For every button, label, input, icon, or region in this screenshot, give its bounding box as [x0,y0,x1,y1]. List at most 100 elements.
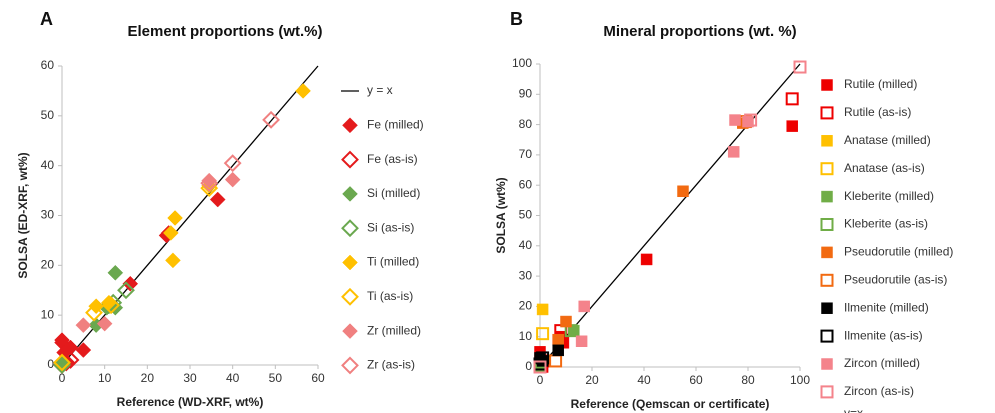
legend-label: Rutile (milled) [844,77,917,91]
y-tick-label: 60 [41,58,55,72]
y-axis-label: SOLSA (wt%) [494,177,508,253]
legend-label: Rutile (as-is) [844,105,911,119]
y-tick-label: 20 [41,258,55,272]
x-tick-label: 80 [741,373,755,387]
legend-label: Ti (milled) [367,255,419,269]
legend-marker [342,117,358,134]
legend-marker [821,358,833,370]
point [793,60,807,74]
legend-marker [820,273,834,287]
legend-marker [820,329,834,343]
x-tick-label: 50 [269,371,283,385]
legend-label: Zr (milled) [367,323,421,337]
point [640,253,653,266]
point [560,315,572,328]
point [75,342,92,358]
legend-marker [342,254,358,271]
legend-marker [820,385,834,399]
point [117,281,135,300]
x-axis-label: Reference (WD-XRF, wt%) [117,395,264,409]
point [107,264,124,281]
legend-label: Pseudorutile (as-is) [844,272,947,286]
legend-label: Kleberite (as-is) [844,217,928,231]
point [223,154,242,173]
legend-marker [821,302,833,314]
legend-marker [342,186,358,202]
legend-label: y=x [844,406,863,413]
legend-label: Anatase (as-is) [844,161,925,175]
legend-marker [341,219,359,238]
point [96,315,113,332]
legend-label: Zircon (as-is) [844,384,914,398]
y-tick-label: 100 [512,56,532,70]
legend-marker [341,287,359,306]
legend-marker [342,323,358,339]
x-tick-label: 40 [637,373,651,387]
point [201,172,218,189]
x-tick-label: 10 [98,371,112,385]
chart-title: Element proportions (wt.%) [128,23,323,40]
point [536,303,549,316]
legend-marker [821,190,833,203]
point [786,120,798,132]
legend-label: Zr (as-is) [367,358,415,372]
x-axis-label: Reference (Qemscan or certificate) [571,397,770,411]
point [549,354,563,368]
point [578,300,590,313]
point [102,296,120,315]
point [533,360,547,374]
legend-label: Pseudorutile (milled) [844,245,953,259]
point [552,333,564,346]
point [62,339,79,356]
legend-label: Ilmenite (milled) [844,300,929,314]
point [209,191,226,208]
y-tick-label: 40 [519,238,533,252]
reference-line [539,63,801,368]
point [53,353,71,372]
legend-marker [820,106,834,120]
point [744,113,758,127]
legend-label: Fe (milled) [367,117,424,131]
legend-label: Fe (as-is) [367,152,418,166]
y-tick-label: 30 [519,268,533,282]
chart-title: Mineral proportions (wt. %) [603,23,796,40]
y-tick-label: 30 [41,208,55,222]
point [536,327,550,341]
point [552,344,564,357]
legend-label: Ti (as-is) [367,289,413,303]
legend-marker [820,218,834,231]
legend-marker [341,356,359,375]
legend-marker [821,135,833,147]
point [677,185,689,198]
y-tick-label: 10 [41,307,55,321]
x-tick-label: 0 [537,373,544,387]
x-tick-label: 30 [183,371,197,385]
y-tick-label: 20 [519,299,533,313]
legend-label: Kleberite (milled) [844,189,934,203]
legend-marker [821,79,833,91]
point [575,335,588,347]
y-tick-label: 50 [41,108,55,122]
legend-label: Ilmenite (as-is) [844,328,923,342]
point [742,115,754,128]
legend-marker [341,150,359,169]
point [75,317,92,333]
y-tick-label: 50 [519,208,533,222]
point [200,174,219,193]
x-tick-label: 20 [141,371,155,385]
point [262,110,280,129]
x-tick-label: 0 [59,371,66,385]
y-tick-label: 60 [519,177,533,191]
point [85,303,103,322]
y-tick-label: 80 [519,117,533,131]
legend-marker [821,246,833,259]
point [162,225,179,241]
y-axis-label: SOLSA (ED-XRF, wt%) [16,152,30,278]
panel-label: B [510,9,523,29]
legend-label: Si (milled) [367,186,420,200]
point [167,210,183,226]
legend-label: y = x [367,83,393,97]
point [122,275,139,292]
